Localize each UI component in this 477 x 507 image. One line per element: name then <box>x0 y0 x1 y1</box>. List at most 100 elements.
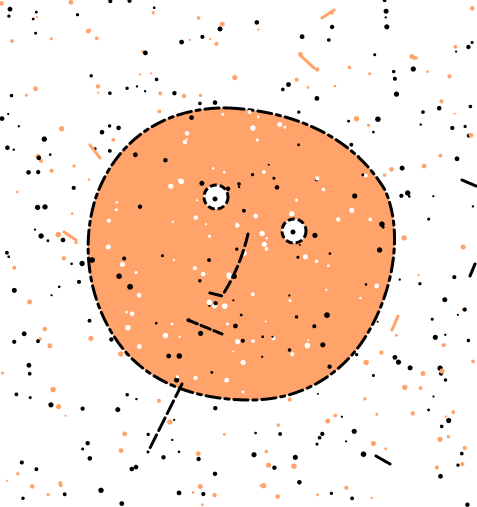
speckle-dot <box>197 484 203 489</box>
face-speckle-dot <box>240 338 245 343</box>
speckle-dot <box>379 350 384 355</box>
face-speckle-dot <box>302 254 308 260</box>
speckle-dot <box>316 493 319 497</box>
speckle-dot <box>12 339 17 344</box>
speckle-dot <box>432 195 435 198</box>
speckle-dot <box>46 493 50 497</box>
speckle-dot <box>129 466 135 472</box>
face-speckle-dot <box>235 339 241 345</box>
speckle-dot <box>366 123 371 127</box>
face-speckle-dot <box>290 352 295 357</box>
speckle-dot <box>41 136 47 142</box>
face-speckle-dot <box>298 243 301 246</box>
speckle-dot <box>373 53 377 57</box>
face-speckle-dot <box>161 254 164 258</box>
face-speckle-dot <box>264 247 269 251</box>
speckle-dot <box>34 467 39 472</box>
speckle-dot <box>441 343 446 348</box>
speckle-dot <box>143 50 148 56</box>
speckle-dot <box>432 334 438 340</box>
speckle-dot <box>384 16 387 19</box>
face-speckle-dot <box>287 348 292 352</box>
speckle-dot <box>68 0 74 5</box>
face-speckle-dot <box>189 115 195 120</box>
face-speckle-dot <box>196 199 199 202</box>
face-speckle-dot <box>174 377 180 383</box>
right-eye-pupil <box>290 229 296 235</box>
speckle-dot <box>453 112 456 115</box>
face-speckle-dot <box>185 138 188 141</box>
speckle-dot <box>297 110 301 114</box>
face-speckle-dot <box>321 187 326 192</box>
speckle-dot <box>456 313 459 316</box>
speckle-dot <box>209 37 212 41</box>
speckle-dot <box>297 480 302 485</box>
speckle-dot <box>434 465 439 470</box>
face-speckle-dot <box>277 122 283 127</box>
face-speckle-dot <box>177 178 180 181</box>
speckle-dot <box>466 44 471 50</box>
face-speckle-dot <box>198 279 202 283</box>
speckle-dot <box>34 10 38 14</box>
speckle-dot <box>42 326 47 332</box>
face-speckle-dot <box>250 173 255 177</box>
speckle-dot <box>389 167 394 172</box>
face-speckle-dot <box>288 294 291 297</box>
face-speckle-dot <box>134 271 138 274</box>
accent-stroke <box>88 143 102 160</box>
speckle-dot <box>412 56 417 60</box>
face-speckle-dot <box>325 288 328 291</box>
speckle-dot <box>85 28 91 34</box>
speckle-dot <box>418 282 422 286</box>
speckle-dot <box>371 374 375 377</box>
speckle-dot <box>191 491 195 494</box>
speckle-dot <box>173 418 176 421</box>
speckle-dot <box>72 164 76 168</box>
speckle-dot <box>327 38 331 42</box>
speckle-dot <box>345 440 348 443</box>
face-speckle-dot <box>193 215 198 220</box>
speckle-dot <box>419 123 422 126</box>
speckle-dot <box>344 485 349 490</box>
speckle-dot <box>426 70 429 73</box>
face-speckle-dot <box>200 271 206 277</box>
speckle-dot <box>26 362 32 368</box>
speckle-dot <box>34 31 37 35</box>
face-speckle-dot <box>261 335 265 339</box>
speckle-dot <box>401 235 407 241</box>
speckle-dot <box>351 428 357 434</box>
face-speckle-dot <box>368 217 373 222</box>
speckle-dot <box>46 239 50 243</box>
speckle-dot <box>196 16 201 20</box>
speckle-dot <box>444 415 448 418</box>
speckle-dot <box>363 397 367 401</box>
speckle-dot <box>9 93 14 98</box>
face-speckle-dot <box>184 131 190 136</box>
face-speckle-dot <box>193 375 198 381</box>
speckle-dot <box>58 483 63 488</box>
face-speckle-dot <box>304 342 311 349</box>
face-speckle-dot <box>119 261 125 267</box>
face-speckle-dot <box>237 185 241 189</box>
speckle-dot <box>418 386 423 390</box>
speckle-dot <box>446 435 450 439</box>
speckle-dot <box>462 307 467 312</box>
face-speckle-dot <box>182 140 188 145</box>
speckle-dot <box>219 21 225 27</box>
speckle-dot <box>315 442 319 446</box>
speckle-dot <box>125 393 129 397</box>
speckle-dot <box>196 456 201 462</box>
face-speckle-dot <box>296 255 300 259</box>
face-speckle-dot <box>239 313 243 317</box>
speckle-dot <box>107 124 112 128</box>
speckle-dot <box>36 170 41 175</box>
speckle-dot <box>333 413 338 418</box>
speckle-dot <box>7 6 13 12</box>
speckle-dot <box>35 16 39 19</box>
speckle-dot <box>201 503 204 507</box>
speckle-dot <box>15 190 19 194</box>
speckle-dot <box>392 355 398 360</box>
speckle-dot <box>450 125 455 131</box>
speckle-dot <box>437 436 443 442</box>
speckle-dot <box>201 491 206 497</box>
